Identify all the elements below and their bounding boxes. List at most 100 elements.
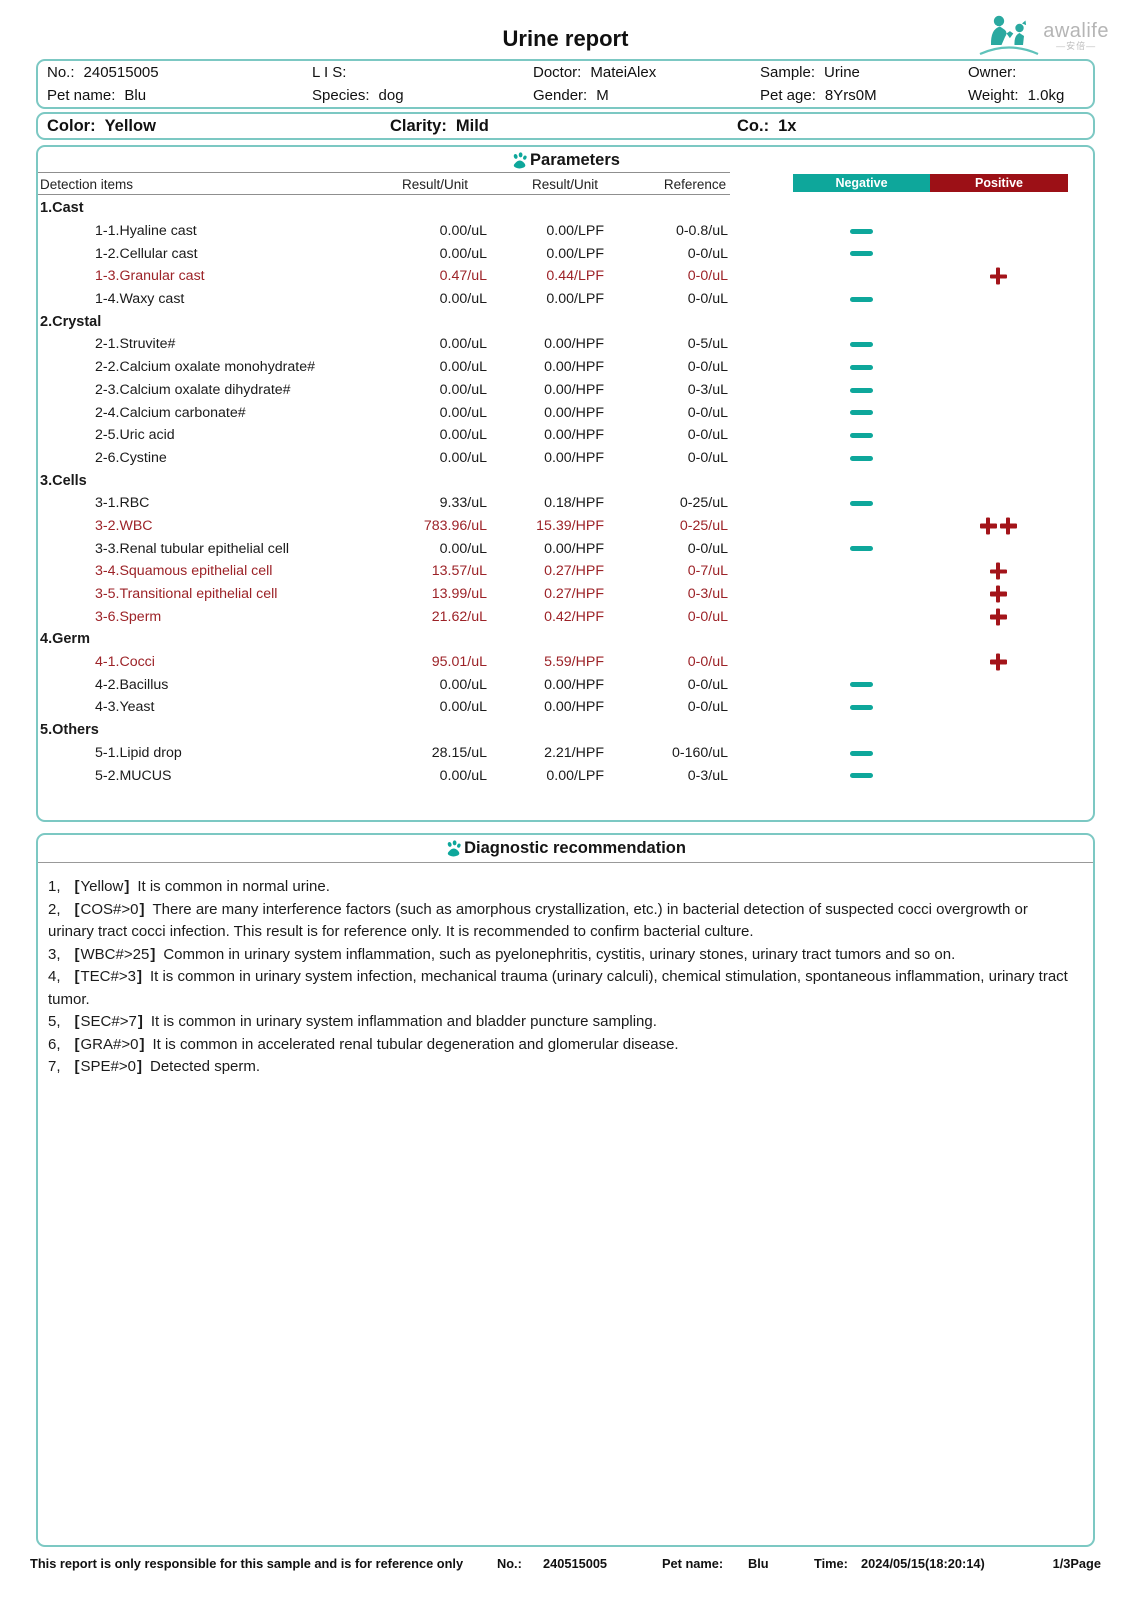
- legend-negative: Negative: [793, 174, 930, 192]
- negative-indicator: [850, 251, 873, 257]
- negative-indicator: [850, 546, 873, 552]
- result-value-1: 95.01/uL: [431, 654, 487, 671]
- diagnostic-text: It is common in accelerated renal tubula…: [152, 1035, 679, 1053]
- info-label: Doctor:: [533, 64, 582, 81]
- parameter-row: 2-4.Calcium carbonate# 0.00/uL 0.00/HPF 0-0…: [38, 401, 1093, 424]
- negative-indicator: [850, 750, 873, 756]
- result-value-2: 5.59/HPF: [544, 654, 604, 671]
- diagnostic-item: 6 GRA#>0 It is common in accelerated renal…: [48, 1034, 1073, 1057]
- table-column-headers: Detection items Result/Unit Result/Unit …: [38, 173, 1093, 194]
- diagnostic-number: 5: [48, 1013, 61, 1030]
- parameter-name: 1-1.Hyaline cast: [95, 223, 197, 240]
- divider-line: [38, 194, 730, 195]
- negative-indicator: [850, 387, 873, 393]
- negative-indicator: [850, 682, 873, 688]
- result-value-2: 0.42/HPF: [544, 608, 604, 625]
- info-field: L I S:: [312, 61, 533, 84]
- result-value-1: 0.00/uL: [439, 767, 487, 784]
- diagnostic-item: 2 COS#>0There are many interference facto…: [48, 899, 1073, 944]
- footer-pet-label: Pet name:: [662, 1556, 724, 1571]
- parameter-row: 4-2.Bacillus 0.00/uL 0.00/HPF 0-0/uL: [38, 673, 1093, 696]
- parameter-section-row: 1.Cast: [38, 197, 1093, 220]
- info-label: L I S:: [312, 64, 347, 81]
- result-value-1: 0.00/uL: [439, 245, 487, 262]
- footer-page-number: 1/3Page: [1052, 1556, 1101, 1571]
- col-detection-items: Detection items: [40, 177, 134, 192]
- parameter-name: 3-6.Sperm: [95, 608, 162, 625]
- positive-indicator: [971, 585, 1025, 603]
- diagnostic-code: GRA#>0: [75, 1036, 145, 1053]
- sample-field: Co.: 1x: [737, 114, 796, 138]
- diagnostic-title-text: Diagnostic recommendation: [464, 839, 686, 857]
- info-field: Doctor: MateiAlex: [533, 61, 760, 84]
- result-value-1: 28.15/uL: [431, 744, 487, 761]
- parameter-row: 3-4.Squamous epithelial cell 13.57/uL 0.27…: [38, 560, 1093, 583]
- result-value-1: 13.99/uL: [431, 586, 487, 603]
- result-value-1: 0.00/uL: [439, 427, 487, 444]
- positive-indicator: [971, 608, 1025, 626]
- reference-range: 0-7/uL: [687, 563, 728, 580]
- reference-range: 0-3/uL: [687, 767, 728, 784]
- diagnostic-code: Yellow: [75, 878, 130, 895]
- reference-range: 0-160/uL: [671, 744, 728, 761]
- page-footer: This report is only responsible for this…: [0, 1556, 1131, 1576]
- info-field: Pet name: Blu: [47, 84, 312, 107]
- plus-icon: [979, 517, 997, 535]
- parameter-row: 3-1.RBC 9.33/uL 0.18/HPF 0-25/uL: [38, 492, 1093, 515]
- sample-label: Clarity:: [390, 117, 447, 135]
- result-value-1: 783.96/uL: [423, 517, 487, 534]
- legend-positive: Positive: [930, 174, 1068, 192]
- result-value-2: 0.44/LPF: [546, 268, 604, 285]
- info-label: Gender:: [533, 87, 588, 104]
- diagnostic-code: TEC#>3: [75, 968, 142, 985]
- parameter-section-row: 5.Others: [38, 719, 1093, 742]
- divider-line: [38, 172, 730, 173]
- diagnostic-number: 2: [48, 901, 61, 918]
- parameter-row: 5-1.Lipid drop 28.15/uL 2.21/HPF 0-160/uL: [38, 742, 1093, 765]
- result-value-2: 0.27/HPF: [544, 563, 604, 580]
- paw-icon: [447, 840, 461, 857]
- info-field: Pet age: 8Yrs0M: [760, 84, 968, 107]
- result-value-2: 0.00/HPF: [544, 336, 604, 353]
- negative-indicator: [850, 342, 873, 348]
- result-value-1: 9.33/uL: [439, 495, 487, 512]
- result-value-2: 0.27/HPF: [544, 586, 604, 603]
- parameter-row: 2-2.Calcium oxalate monohydrate# 0.00/uL 0…: [38, 356, 1093, 379]
- diagnostic-item: 4 TEC#>3It is common in urinary system in…: [48, 966, 1073, 1011]
- footer-no-label: No.:: [497, 1556, 522, 1571]
- section-name: 2.Crystal: [40, 313, 102, 330]
- diagnostic-code: SEC#>7: [75, 1013, 143, 1030]
- reference-range: 0-0/uL: [687, 654, 728, 671]
- positive-indicator: [971, 517, 1025, 535]
- diagnostic-number: 1: [48, 878, 61, 895]
- info-field: Sample: Urine: [760, 61, 968, 84]
- plus-icon: [989, 608, 1007, 626]
- result-value-1: 0.00/uL: [439, 336, 487, 353]
- result-value-1: 0.00/uL: [439, 676, 487, 693]
- parameter-row: 4-3.Yeast 0.00/uL 0.00/HPF 0-0/uL: [38, 696, 1093, 719]
- parameter-row: 2-1.Struvite# 0.00/uL 0.00/HPF 0-5/uL: [38, 333, 1093, 356]
- negative-indicator: [850, 296, 873, 302]
- footer-time-label: Time:: [814, 1556, 848, 1571]
- parameter-row: 1-1.Hyaline cast 0.00/uL 0.00/LPF 0-0.8/uL: [38, 220, 1093, 243]
- plus-icon: [989, 562, 1007, 580]
- info-label: Species:: [312, 87, 370, 104]
- parameter-row: 2-6.Cystine 0.00/uL 0.00/HPF 0-0/uL: [38, 447, 1093, 470]
- reference-range: 0-25/uL: [679, 495, 728, 512]
- reference-range: 0-0/uL: [687, 404, 728, 421]
- parameter-name: 2-2.Calcium oxalate monohydrate#: [95, 359, 316, 376]
- info-value: 1.0kg: [1027, 87, 1065, 104]
- result-value-2: 0.00/HPF: [544, 540, 604, 557]
- divider-line: [38, 862, 1093, 863]
- result-value-2: 0.00/LPF: [546, 767, 604, 784]
- result-value-2: 0.00/HPF: [544, 449, 604, 466]
- brand-name: awalife: [1043, 20, 1109, 42]
- parameter-name: 5-1.Lipid drop: [95, 744, 182, 761]
- sample-value: Mild: [455, 117, 489, 135]
- parameter-name: 4-2.Bacillus: [95, 676, 169, 693]
- parameter-name: 3-5.Transitional epithelial cell: [95, 586, 278, 603]
- parameter-name: 2-6.Cystine: [95, 449, 167, 466]
- diagnostic-code: WBC#>25: [75, 946, 156, 963]
- diagnostic-recommendation-box: Diagnostic recommendation 1 Yellow It is c…: [36, 833, 1095, 1547]
